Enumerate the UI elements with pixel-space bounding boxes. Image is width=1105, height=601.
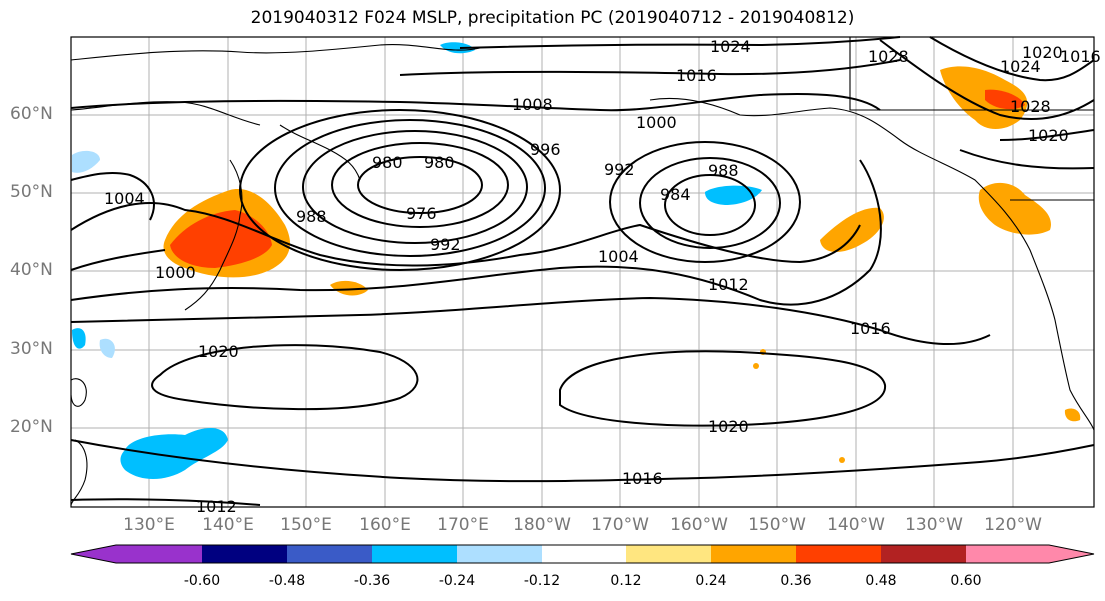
isobar-label: 980 — [424, 153, 455, 172]
colorbar-swatch — [626, 545, 711, 563]
lon-label: 120°W — [984, 515, 1042, 535]
colorbar — [70, 544, 1095, 564]
isobar-label: 1000 — [636, 113, 677, 132]
isobar-label: 1028 — [868, 47, 909, 66]
colorbar-outline — [70, 544, 1095, 564]
isobar-label: 976 — [406, 204, 437, 223]
colorbar-swatch — [796, 545, 881, 563]
lon-label: 130°W — [905, 515, 963, 535]
lon-label: 150°E — [280, 515, 332, 535]
map-border — [70, 36, 1095, 508]
isobar-label: 1024 — [1000, 57, 1041, 76]
lat-label: 20°N — [10, 417, 53, 437]
colorbar-swatch — [711, 545, 796, 563]
isobars — [70, 36, 1095, 506]
colorbar-tick-label: -0.12 — [523, 573, 561, 589]
isobar-labels: 1024 1016 1008 1000 996 992 988 984 980 … — [104, 37, 1101, 516]
isobar-label: 1016 — [850, 319, 891, 338]
isobar-label: 1000 — [155, 263, 196, 282]
isobar-label: 1016 — [1060, 47, 1101, 66]
colorbar-tick-label: 0.36 — [780, 573, 812, 589]
lat-label: 50°N — [10, 182, 53, 202]
colorbar-swatch — [542, 545, 626, 563]
lon-label: 170°E — [437, 515, 489, 535]
colorbar-tick-label: 0.12 — [610, 573, 642, 589]
colorbar-tick-label: -0.60 — [183, 573, 221, 589]
isobar-label: 1020 — [1022, 43, 1063, 62]
isobar-label: 996 — [530, 140, 561, 159]
lon-label: 140°W — [827, 515, 885, 535]
lon-label: 150°W — [748, 515, 806, 535]
isobar-label: 1004 — [104, 189, 145, 208]
lon-label: 140°E — [202, 515, 254, 535]
isobar-label: 1016 — [676, 66, 717, 85]
isobar-label: 984 — [660, 185, 691, 204]
colorbar-tick-label: 0.48 — [865, 573, 897, 589]
isobar-label: 1024 — [710, 37, 751, 56]
lat-label: 40°N — [10, 260, 53, 280]
lon-label: 180°W — [513, 515, 571, 535]
lat-label: 60°N — [10, 104, 53, 124]
isobar-label: 1016 — [622, 469, 663, 488]
colorbar-extend-low — [71, 545, 116, 563]
colorbar-swatch — [881, 545, 966, 563]
isobar-label: 1020 — [1028, 126, 1069, 145]
precip-shading — [72, 42, 1081, 479]
colorbar-tick-label: 0.60 — [950, 573, 982, 589]
colorbar-extend-high — [1049, 545, 1094, 563]
isobar-label: 992 — [430, 235, 461, 254]
isobar-label: 1020 — [708, 417, 749, 436]
colorbar-swatch — [202, 545, 287, 563]
isobar-label: 992 — [604, 160, 635, 179]
isobar-label: 1020 — [198, 342, 239, 361]
colorbar-tick-label: -0.24 — [438, 573, 476, 589]
isobar-label: 1012 — [708, 275, 749, 294]
colorbar-swatch — [116, 545, 202, 563]
isobar-label: 1004 — [598, 247, 639, 266]
colorbar-tick-label: -0.48 — [268, 573, 306, 589]
lat-label: 30°N — [10, 339, 53, 359]
colorbar-swatch — [457, 545, 542, 563]
colorbar-tick-label: 0.24 — [695, 573, 727, 589]
lon-label: 160°W — [670, 515, 728, 535]
isobar-label: 988 — [708, 161, 739, 180]
colorbar-tick-label: -0.36 — [353, 573, 391, 589]
colorbar-swatch — [372, 545, 457, 563]
isobar-label: 980 — [372, 153, 403, 172]
lon-label: 130°E — [123, 515, 175, 535]
isobar-label: 988 — [296, 207, 327, 226]
isobar-label: 1028 — [1010, 97, 1051, 116]
colorbar-swatch — [966, 545, 1049, 563]
lon-label: 160°E — [359, 515, 411, 535]
isobar-label: 1008 — [512, 95, 553, 114]
map-title: 2019040312 F024 MSLP, precipitation PC (… — [250, 8, 855, 28]
lon-label: 170°W — [591, 515, 649, 535]
colorbar-swatch — [287, 545, 372, 563]
coastlines — [70, 37, 1095, 506]
